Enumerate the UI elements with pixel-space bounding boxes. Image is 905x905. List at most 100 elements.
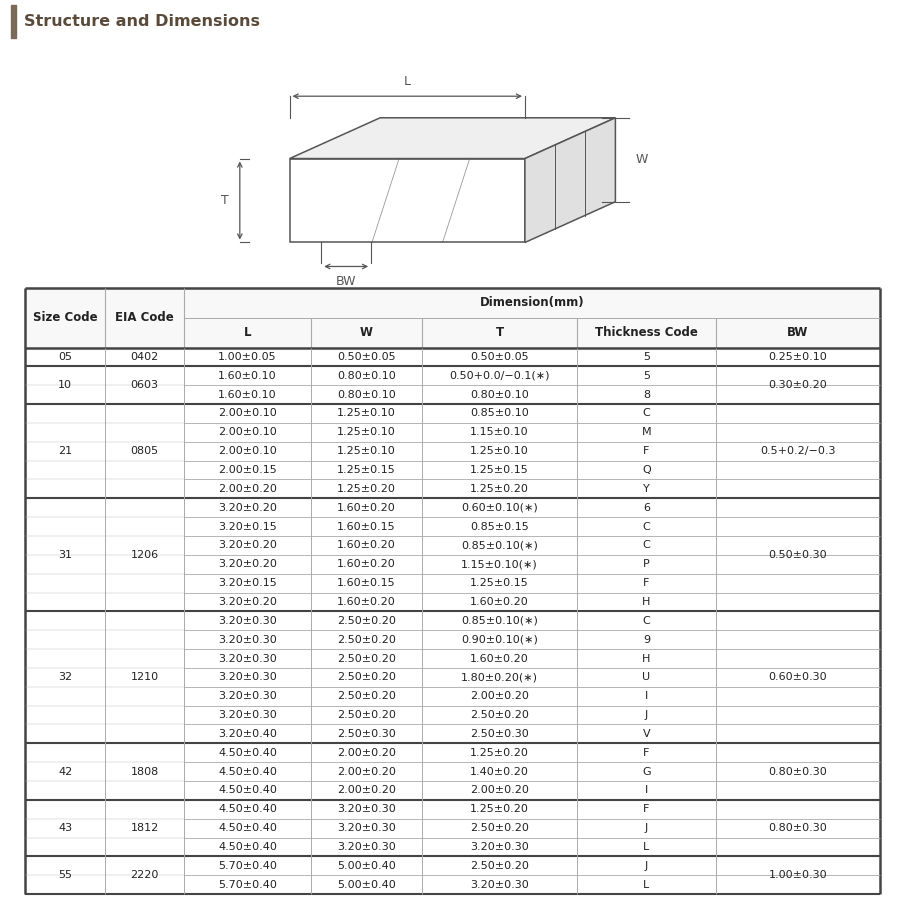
Text: Size Code: Size Code [33,311,98,324]
Text: 0.80±0.10: 0.80±0.10 [337,390,395,400]
Text: 4.50±0.40: 4.50±0.40 [218,824,277,834]
Text: 32: 32 [58,672,72,682]
Text: 2.50±0.20: 2.50±0.20 [470,824,529,834]
Text: 4.50±0.40: 4.50±0.40 [218,842,277,852]
Text: H: H [643,653,651,663]
Text: 1.60±0.20: 1.60±0.20 [337,503,395,513]
Text: 1210: 1210 [130,672,158,682]
Text: 5.70±0.40: 5.70±0.40 [218,880,277,890]
Text: M: M [642,427,652,437]
Text: 0.85±0.10: 0.85±0.10 [470,408,529,418]
Text: 3.20±0.30: 3.20±0.30 [218,615,277,626]
Text: Q: Q [642,465,651,475]
Text: F: F [643,446,650,456]
Text: 0603: 0603 [130,380,158,390]
Text: I: I [644,691,648,701]
Text: 1.40±0.20: 1.40±0.20 [470,767,529,776]
Text: 1.25±0.15: 1.25±0.15 [470,465,529,475]
Text: 3.20±0.15: 3.20±0.15 [218,521,277,531]
Text: 3.20±0.30: 3.20±0.30 [218,653,277,663]
Text: F: F [643,748,650,757]
Text: 3.20±0.20: 3.20±0.20 [218,597,277,607]
Polygon shape [290,158,525,243]
Text: 0.30±0.20: 0.30±0.20 [768,380,827,390]
Text: 0.85±0.15: 0.85±0.15 [470,521,529,531]
Text: 2.00±0.10: 2.00±0.10 [218,408,277,418]
Text: 2220: 2220 [130,871,158,881]
Text: 1.25±0.20: 1.25±0.20 [470,748,529,757]
Text: L: L [643,880,650,890]
Text: 1.15±0.10(∗): 1.15±0.10(∗) [462,559,538,569]
Text: 3.20±0.30: 3.20±0.30 [337,824,395,834]
Text: 0.80±0.10: 0.80±0.10 [470,390,529,400]
Text: 0805: 0805 [130,446,158,456]
Text: 43: 43 [58,824,72,834]
Text: 1.60±0.20: 1.60±0.20 [337,597,395,607]
Text: 1.00±0.30: 1.00±0.30 [768,871,827,881]
Text: 2.00±0.20: 2.00±0.20 [218,484,277,494]
Text: 1.80±0.20(∗): 1.80±0.20(∗) [461,672,538,682]
Text: 0.50±0.30: 0.50±0.30 [768,550,827,560]
Text: P: P [643,559,650,569]
Text: 1.25±0.10: 1.25±0.10 [470,446,529,456]
Text: 0.80±0.30: 0.80±0.30 [768,824,827,834]
Text: 1.25±0.10: 1.25±0.10 [337,446,395,456]
Text: H: H [643,597,651,607]
Text: V: V [643,729,651,738]
Text: 1.60±0.20: 1.60±0.20 [470,653,529,663]
Text: J: J [644,824,648,834]
Text: 1.25±0.20: 1.25±0.20 [470,484,529,494]
Text: 3.20±0.30: 3.20±0.30 [337,805,395,814]
Text: W: W [359,326,373,339]
Text: 4.50±0.40: 4.50±0.40 [218,786,277,795]
Text: 3.20±0.30: 3.20±0.30 [218,691,277,701]
Text: 2.50±0.30: 2.50±0.30 [470,729,529,738]
Text: 0.60±0.10(∗): 0.60±0.10(∗) [462,503,538,513]
Text: 3.20±0.30: 3.20±0.30 [218,672,277,682]
Text: F: F [643,805,650,814]
Text: 4.50±0.40: 4.50±0.40 [218,748,277,757]
Text: J: J [644,710,648,720]
Text: 2.50±0.20: 2.50±0.20 [337,634,395,644]
Text: 2.00±0.20: 2.00±0.20 [337,748,395,757]
Text: 2.00±0.20: 2.00±0.20 [470,691,529,701]
Text: C: C [643,540,651,550]
Text: 2.00±0.20: 2.00±0.20 [470,786,529,795]
Text: 1.60±0.20: 1.60±0.20 [337,559,395,569]
Text: 1.60±0.10: 1.60±0.10 [218,390,277,400]
Text: 8: 8 [643,390,650,400]
Text: I: I [644,786,648,795]
Text: 0.50±0.05: 0.50±0.05 [471,352,529,362]
Text: 1.25±0.20: 1.25±0.20 [337,484,395,494]
Text: F: F [643,578,650,588]
Text: 2.50±0.20: 2.50±0.20 [337,672,395,682]
Text: 3.20±0.20: 3.20±0.20 [218,540,277,550]
Text: C: C [643,521,651,531]
Polygon shape [525,118,615,243]
Text: Structure and Dimensions: Structure and Dimensions [24,14,260,29]
Text: 4.50±0.40: 4.50±0.40 [218,767,277,776]
Text: 1.60±0.15: 1.60±0.15 [337,578,395,588]
Text: 2.50±0.20: 2.50±0.20 [337,615,395,626]
Text: 2.00±0.20: 2.00±0.20 [337,767,395,776]
Text: W: W [635,153,648,167]
Text: 0.60±0.30: 0.60±0.30 [768,672,827,682]
Text: 3.20±0.30: 3.20±0.30 [337,842,395,852]
Text: C: C [643,615,651,626]
Text: L: L [643,842,650,852]
Text: 3.20±0.30: 3.20±0.30 [218,710,277,720]
Text: 0.90±0.10(∗): 0.90±0.10(∗) [461,634,538,644]
Text: 0.85±0.10(∗): 0.85±0.10(∗) [461,540,538,550]
Text: 1.25±0.10: 1.25±0.10 [337,408,395,418]
Text: 0.80±0.30: 0.80±0.30 [768,767,827,776]
Text: Thickness Code: Thickness Code [595,326,698,339]
Text: 5: 5 [643,371,650,381]
Text: C: C [643,408,651,418]
Text: T: T [221,194,229,207]
Text: 0.50+0.0/−0.1(∗): 0.50+0.0/−0.1(∗) [449,371,549,381]
Text: 9: 9 [643,634,650,644]
Text: 1.00±0.05: 1.00±0.05 [218,352,277,362]
Text: 2.00±0.10: 2.00±0.10 [218,446,277,456]
Text: Dimension(mm): Dimension(mm) [480,296,585,310]
Text: 1808: 1808 [130,767,158,776]
